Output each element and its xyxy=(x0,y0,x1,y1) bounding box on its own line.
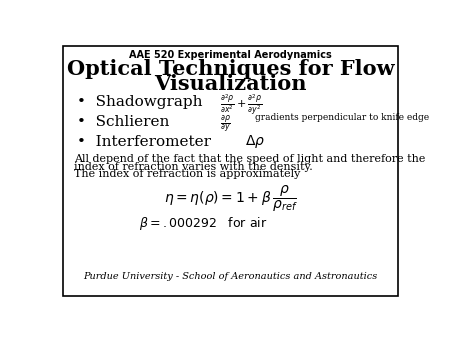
Text: All depend of the fact that the speed of light and therefore the: All depend of the fact that the speed of… xyxy=(74,154,425,164)
Text: •  Interferometer: • Interferometer xyxy=(77,135,211,149)
Text: Visualization: Visualization xyxy=(154,74,307,94)
Text: $\eta = \eta(\rho) = 1 + \beta \, \dfrac{\rho}{\rho_{ref}}$: $\eta = \eta(\rho) = 1 + \beta \, \dfrac… xyxy=(164,184,297,214)
Text: $\Delta \rho$: $\Delta \rho$ xyxy=(245,134,265,150)
Text: $\frac{\partial^2 \rho}{\partial x^2} + \frac{\partial^2 \rho}{\partial y^2}$: $\frac{\partial^2 \rho}{\partial x^2} + … xyxy=(220,93,263,119)
Text: •  Shadowgraph: • Shadowgraph xyxy=(77,95,202,109)
FancyBboxPatch shape xyxy=(63,46,398,296)
Text: •  Schlieren: • Schlieren xyxy=(77,115,170,129)
Text: index of refraction varies with the density.: index of refraction varies with the dens… xyxy=(74,162,312,172)
Text: AAE 520 Experimental Aerodynamics: AAE 520 Experimental Aerodynamics xyxy=(129,50,332,60)
Text: Optical Techniques for Flow: Optical Techniques for Flow xyxy=(67,59,395,79)
Text: $\frac{\partial \rho}{\partial y}$: $\frac{\partial \rho}{\partial y}$ xyxy=(220,114,231,135)
Text: The index of refraction is approximately: The index of refraction is approximately xyxy=(74,169,300,179)
Text: gradients perpendicular to knife edge: gradients perpendicular to knife edge xyxy=(255,114,429,122)
Text: Purdue University - School of Aeronautics and Astronautics: Purdue University - School of Aeronautic… xyxy=(84,272,378,281)
Text: $\beta = .000292$   for air: $\beta = .000292$ for air xyxy=(139,215,267,232)
